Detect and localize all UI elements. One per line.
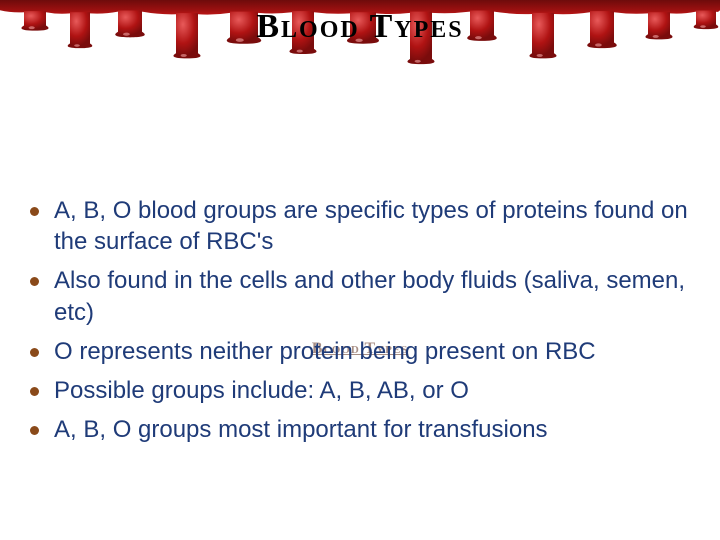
bullet-item: A, B, O groups most important for transf… <box>28 414 700 445</box>
bullet-item: A, B, O blood groups are specific types … <box>28 195 700 257</box>
bullet-list: A, B, O blood groups are specific types … <box>28 195 700 445</box>
bullet-item: Also found in the cells and other body f… <box>28 265 700 327</box>
bullet-list-container: A, B, O blood groups are specific types … <box>28 195 700 453</box>
slide-title: Blood Types <box>0 8 720 46</box>
bullet-item: Possible groups include: A, B, AB, or O <box>28 375 700 406</box>
bullet-item: O represents neither protein being prese… <box>28 336 700 367</box>
